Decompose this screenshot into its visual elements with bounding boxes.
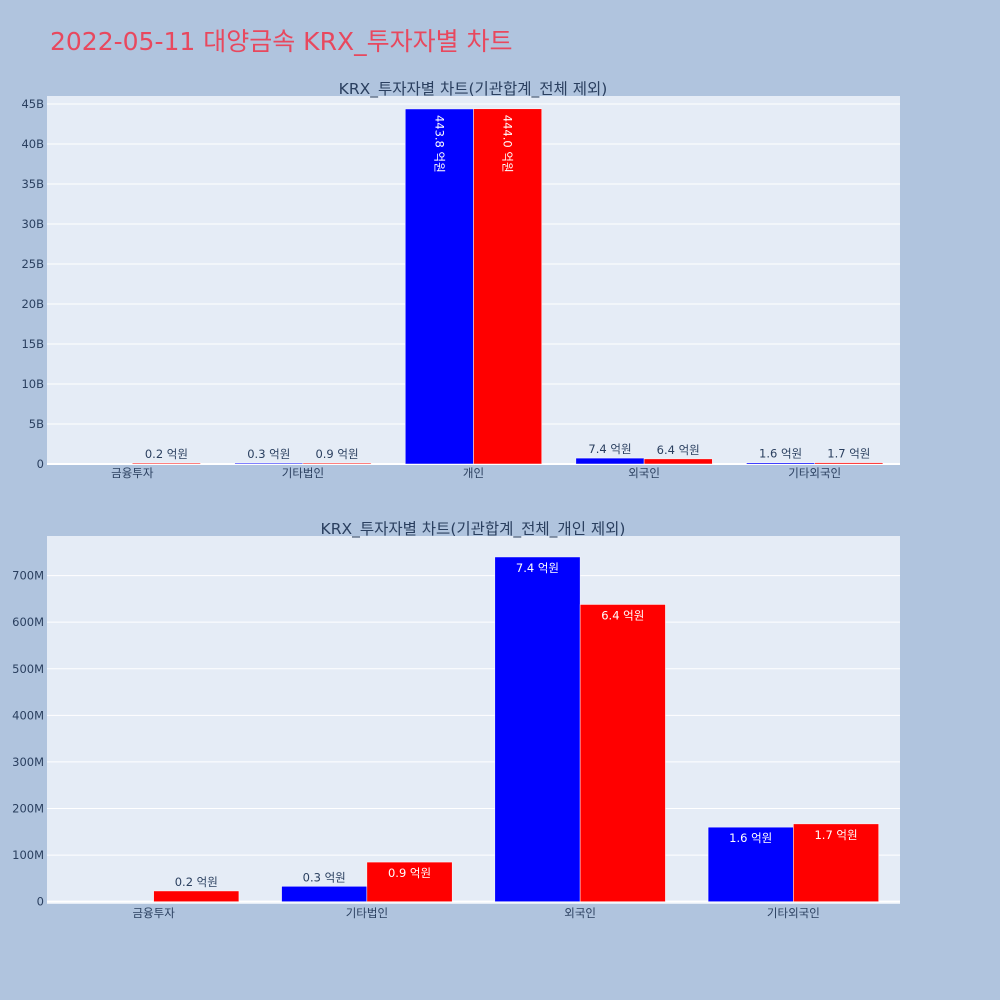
x-tick-label: 기타외국인	[767, 906, 820, 920]
bar[interactable]	[153, 890, 240, 902]
x-tick-label: 외국인	[628, 466, 660, 480]
y-tick-label: 600M	[12, 615, 44, 629]
bar[interactable]	[575, 457, 645, 465]
chart-title: KRX_투자자별 차트(기관합계_전체_개인 제외)	[321, 520, 626, 539]
bar[interactable]	[494, 556, 581, 902]
bar[interactable]	[234, 462, 304, 465]
y-tick-label: 45B	[21, 97, 44, 111]
bar-data-label: 1.7 억원	[814, 828, 857, 842]
bar-data-label: 1.7 억원	[827, 447, 870, 461]
bar-data-label: 0.2 억원	[175, 875, 218, 889]
y-tick-label: 700M	[12, 569, 44, 583]
y-tick-label: 30B	[21, 217, 44, 231]
x-tick-label: 금융투자	[111, 466, 154, 480]
chart-title: KRX_투자자별 차트(기관합계_전체 제외)	[339, 80, 608, 99]
y-tick-label: 40B	[21, 137, 44, 151]
bar[interactable]	[793, 823, 879, 902]
chart-2: 0 100M 200M 300M 400M 500M 600M 700M KRX_투자자별 차트…	[12, 520, 900, 920]
bar[interactable]	[281, 886, 368, 902]
bar[interactable]	[707, 826, 794, 902]
y-tick-label: 400M	[12, 708, 44, 722]
bar[interactable]	[366, 861, 453, 902]
x-tick-label: 기타외국인	[788, 466, 841, 480]
x-tick-label: 기타법인	[346, 906, 388, 920]
bar-data-label: 0.3 억원	[247, 447, 290, 461]
bar[interactable]	[814, 462, 884, 465]
bar-data-label: 0.9 억원	[315, 447, 358, 461]
bar-data-label: 6.4 억원	[657, 443, 700, 457]
y-tick-label: 0	[37, 457, 44, 471]
y-tick-label: 25B	[21, 257, 44, 271]
bar[interactable]	[746, 462, 815, 465]
bar[interactable]	[473, 108, 542, 465]
chart-1: 0 5B 10B 15B 20B 25B 30B 35B 40B 45B KRX_투자자별 차트(기…	[21, 80, 900, 480]
bar-data-label: 443.8 억원	[432, 115, 446, 173]
y-tick-label: 15B	[21, 337, 44, 351]
bar[interactable]	[132, 462, 201, 465]
y-tick-label: 35B	[21, 177, 44, 191]
bar[interactable]	[643, 458, 713, 465]
x-tick-label: 금융투자	[132, 906, 175, 920]
y-tick-label: 300M	[12, 755, 44, 769]
y-tick-label: 20B	[21, 297, 44, 311]
bar-data-label: 0.9 억원	[388, 866, 431, 880]
bar-data-label: 0.3 억원	[303, 870, 346, 884]
bar-data-label: 6.4 억원	[601, 608, 644, 622]
y-tick-label: 500M	[12, 662, 44, 676]
bar-data-label: 1.6 억원	[759, 447, 802, 461]
bar-data-label: 7.4 억원	[588, 442, 631, 456]
bar[interactable]	[405, 108, 474, 465]
page-title: 2022-05-11 대양금속 KRX_투자자별 차트	[50, 27, 513, 56]
bar-data-label: 7.4 억원	[516, 561, 559, 575]
y-tick-label: 100M	[12, 848, 44, 862]
y-tick-label: 5B	[29, 417, 44, 431]
y-tick-label: 10B	[21, 377, 44, 391]
x-tick-label: 기타법인	[282, 466, 324, 480]
y-tick-label: 200M	[12, 802, 44, 816]
bar[interactable]	[302, 462, 372, 465]
bar-data-label: 1.6 억원	[729, 831, 772, 845]
x-tick-label: 외국인	[564, 906, 596, 920]
bar-data-label: 0.2 억원	[145, 447, 188, 461]
y-tick-label: 0	[37, 895, 44, 909]
bar[interactable]	[579, 604, 666, 902]
x-tick-label: 개인	[463, 466, 484, 480]
bar-data-label: 444.0 억원	[501, 115, 515, 173]
